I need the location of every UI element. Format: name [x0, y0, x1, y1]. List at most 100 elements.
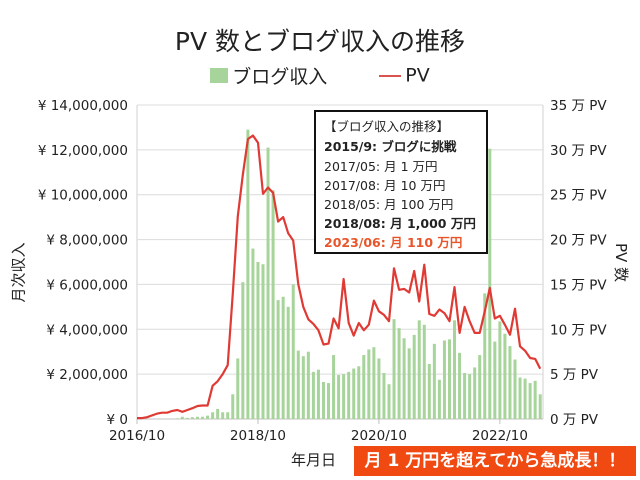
y-tick-label: ¥ 8,000,000: [46, 233, 128, 249]
revenue-bar: [372, 347, 376, 419]
revenue-bar: [201, 416, 205, 419]
revenue-bar: [226, 412, 230, 419]
revenue-bar: [337, 375, 341, 419]
revenue-bar: [402, 338, 406, 419]
legend-label-pv: PV: [405, 64, 430, 87]
y-tick-label: ¥ 10,000,000: [38, 188, 128, 204]
revenue-bar: [221, 412, 225, 419]
revenue-bar: [301, 356, 305, 419]
y2-tick-label: 30 万 PV: [550, 143, 607, 159]
revenue-bar: [463, 373, 467, 419]
y2-tick-label: 0 万 PV: [550, 412, 599, 428]
revenue-bar: [523, 378, 527, 419]
revenue-bar: [327, 383, 331, 419]
revenue-bar: [377, 358, 381, 419]
revenue-bar: [266, 147, 270, 419]
revenue-bar: [468, 374, 472, 419]
legend-swatch-pv: [379, 74, 402, 77]
x-tick-label: 2020/10: [351, 428, 407, 444]
revenue-bar: [342, 374, 346, 419]
revenue-bar: [195, 416, 199, 419]
x-tick-label: 2018/10: [230, 428, 286, 444]
y-tick-label: ¥ 14,000,000: [38, 98, 128, 114]
y2-tick-label: 5 万 PV: [550, 367, 599, 383]
revenue-bar: [175, 418, 179, 419]
revenue-bar: [206, 415, 210, 419]
revenue-bar: [528, 383, 532, 419]
revenue-bar: [362, 355, 366, 419]
legend-swatch-revenue: [210, 68, 229, 83]
revenue-bar: [211, 412, 215, 419]
pv-line: [137, 134, 542, 420]
y2-axis-label: PV 数: [612, 242, 631, 283]
revenue-bar: [286, 306, 290, 419]
revenue-bar: [291, 284, 295, 419]
revenue-bar: [347, 371, 351, 419]
y2-tick-label: 35 万 PV: [550, 98, 607, 114]
x-tick-label: 2022/10: [472, 428, 528, 444]
revenue-bar: [332, 355, 336, 419]
annotation-line: 2017/08: 月 10 万円: [324, 178, 446, 193]
revenue-bar: [382, 373, 386, 419]
revenue-bar: [311, 371, 315, 419]
revenue-bar: [271, 190, 275, 419]
chart-title: PV 数とブログ収入の推移: [174, 27, 466, 56]
revenue-bar: [427, 364, 431, 419]
revenue-bar: [508, 346, 512, 419]
revenue-bar: [397, 328, 401, 419]
revenue-bar: [483, 293, 487, 419]
revenue-bar: [498, 321, 502, 419]
revenue-bar: [458, 352, 462, 419]
revenue-bar: [412, 334, 416, 419]
revenue-bar: [352, 368, 356, 419]
annotation-line: 2018/05: 月 100 万円: [324, 197, 454, 212]
revenue-bar: [281, 296, 285, 419]
revenue-bar: [473, 367, 477, 419]
annotation-line: 2018/08: 月 1,000 万円: [324, 216, 476, 231]
revenue-bar: [387, 384, 391, 419]
revenue-bar: [538, 394, 542, 419]
revenue-bar: [513, 359, 517, 419]
x-tick-label: 2016/10: [109, 428, 165, 444]
y-tick-label: ¥ 0: [107, 412, 128, 428]
revenue-bar: [185, 417, 189, 419]
revenue-bar: [241, 282, 245, 419]
revenue-bar: [493, 341, 497, 419]
revenue-bar: [261, 264, 265, 419]
y-tick-label: ¥ 4,000,000: [46, 322, 128, 338]
revenue-bar: [306, 351, 310, 419]
legend: ブログ収入 PV: [0, 62, 640, 89]
x-axis-label: 年月日: [291, 451, 337, 469]
revenue-bar: [453, 320, 457, 419]
revenue-bar: [357, 366, 361, 419]
revenue-bar: [422, 324, 426, 419]
annotation-heading: 【ブログ収入の推移】: [324, 119, 450, 134]
annotation-line: 2015/9: ブログに挑戦: [324, 139, 457, 154]
annotation-box: 【ブログ収入の推移】 2015/9: ブログに挑戦 2017/05: 月 1 万…: [314, 110, 488, 254]
callout-badge: 月 1 万円を超えてから急成長！！: [354, 446, 636, 476]
revenue-bar: [518, 377, 522, 419]
y-tick-label: ¥ 6,000,000: [46, 277, 128, 293]
revenue-bar: [407, 348, 411, 419]
y2-tick-label: 25 万 PV: [550, 188, 607, 204]
revenue-bar: [392, 319, 396, 419]
revenue-bar: [533, 380, 537, 419]
revenue-bar: [432, 343, 436, 419]
annotation-line: 2017/05: 月 1 万円: [324, 159, 438, 174]
revenue-bar: [321, 381, 325, 419]
revenue-bar: [437, 379, 441, 419]
revenue-bar: [216, 408, 220, 419]
revenue-bar: [231, 394, 235, 419]
revenue-bar: [442, 340, 446, 419]
annotation-line-highlight: 2023/06: 月 110 万円: [324, 235, 463, 250]
legend-label-revenue: ブログ収入: [232, 66, 328, 88]
revenue-bar: [503, 333, 507, 419]
y2-tick-label: 15 万 PV: [550, 277, 607, 293]
revenue-bar: [256, 262, 260, 419]
y-tick-label: ¥ 2,000,000: [46, 367, 128, 383]
y-tick-label: ¥ 12,000,000: [38, 143, 128, 159]
y-axis-label: 月次収入: [9, 242, 28, 303]
revenue-bar: [367, 349, 371, 419]
